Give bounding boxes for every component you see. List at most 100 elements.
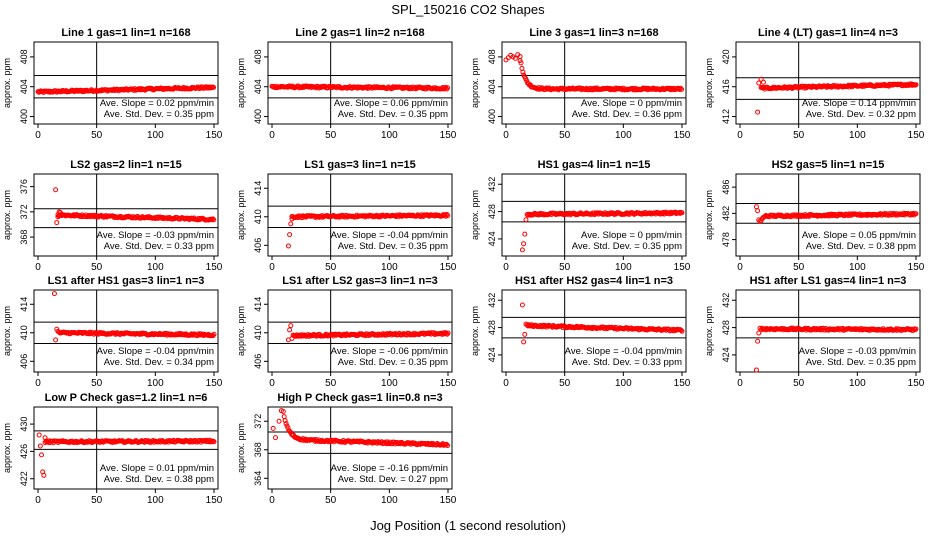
slope-annotation: Ave. Slope = 0.02 ppm/min xyxy=(100,98,214,109)
x-tick-label: 150 xyxy=(674,130,691,141)
data-point xyxy=(53,187,59,193)
data-point xyxy=(37,443,43,449)
y-tick-label: 430 xyxy=(19,417,29,432)
y-tick-label: 414 xyxy=(253,297,263,312)
data-point xyxy=(445,212,451,218)
std-annotation: Ave. Std. Dev. = 0.35 ppm xyxy=(338,109,448,120)
panel-4: Line 4 (LT) gas=1 lin=4 n=3 approx. ppm 41… xyxy=(704,27,925,141)
y-tick-label: 416 xyxy=(721,79,731,94)
data-point xyxy=(512,55,518,61)
x-tick-label: 50 xyxy=(325,130,337,141)
y-tick-label: 426 xyxy=(19,444,29,459)
data-point xyxy=(913,211,919,217)
x-tick-label: 0 xyxy=(503,378,509,389)
std-annotation: Ave. Std. Dev. = 0.32 ppm xyxy=(806,109,916,120)
y-tick-label: 428 xyxy=(487,320,497,335)
y-tick-label: 404 xyxy=(253,79,263,94)
data-point xyxy=(444,331,450,337)
std-annotation: Ave. Std. Dev. = 0.33 ppm xyxy=(104,241,214,252)
x-tick-label: 150 xyxy=(908,262,925,273)
panel-13: Low P Check gas=1.2 lin=1 n=6 approx. ppm… xyxy=(2,392,223,506)
data-point xyxy=(288,221,294,227)
data-points xyxy=(519,302,685,345)
x-tick-label: 100 xyxy=(849,262,866,273)
x-tick-label: 100 xyxy=(147,262,164,273)
slope-annotation: Ave. Slope = 0 ppm/min xyxy=(581,98,682,109)
y-tick-label: 410 xyxy=(19,325,29,340)
panel-3: Line 3 gas=1 lin=3 n=168 approx. ppm 400 40… xyxy=(470,27,691,141)
x-tick-label: 0 xyxy=(737,262,743,273)
y-tick-label: 422 xyxy=(19,471,29,486)
data-point xyxy=(42,435,48,441)
x-tick-label: 50 xyxy=(325,495,337,506)
plot-frame xyxy=(735,289,921,373)
data-point xyxy=(36,432,42,438)
x-tick-label: 100 xyxy=(615,262,632,273)
panel-title: LS2 gas=2 lin=1 n=15 xyxy=(70,159,182,171)
panel-title: High P Check gas=1 lin=0.8 n=3 xyxy=(277,392,442,404)
x-tick-label: 100 xyxy=(147,378,164,389)
y-tick-label: 410 xyxy=(253,209,263,224)
data-point xyxy=(756,80,762,86)
y-tick-label: 406 xyxy=(253,354,263,369)
y-tick-label: 404 xyxy=(19,79,29,94)
x-tick-label: 100 xyxy=(849,378,866,389)
y-tick-label: 410 xyxy=(253,325,263,340)
data-point xyxy=(41,472,47,478)
x-tick-label: 50 xyxy=(325,378,337,389)
data-point xyxy=(758,76,764,82)
data-point xyxy=(270,425,276,431)
panel-title: Line 4 (LT) gas=1 lin=4 n=3 xyxy=(758,27,898,39)
y-tick-label: 372 xyxy=(19,204,29,219)
data-point xyxy=(285,425,291,431)
x-tick-label: 100 xyxy=(381,262,398,273)
y-tick-label: 432 xyxy=(721,293,731,308)
std-annotation: Ave. Std. Dev. = 0.35 ppm xyxy=(572,241,682,252)
panel-6: LS1 gas=3 lin=1 n=15 approx. ppm 406 410 414… xyxy=(236,159,457,273)
panel-title: Line 2 gas=1 lin=2 n=168 xyxy=(295,27,424,39)
x-tick-label: 100 xyxy=(615,130,632,141)
data-point xyxy=(289,216,295,222)
data-points xyxy=(285,212,451,249)
data-points xyxy=(753,204,919,224)
data-point xyxy=(522,331,528,337)
x-tick-label: 100 xyxy=(381,130,398,141)
x-tick-label: 100 xyxy=(147,495,164,506)
page-title: SPL_150216 CO2 Shapes xyxy=(391,2,545,17)
x-tick-label: 50 xyxy=(793,378,805,389)
data-point xyxy=(679,86,685,92)
panel-title: LS1 gas=3 lin=1 n=15 xyxy=(304,159,416,171)
data-point xyxy=(53,337,59,343)
data-point xyxy=(519,247,525,253)
y-tick-label: 408 xyxy=(487,49,497,64)
slope-annotation: Ave. Slope = -0.04 ppm/min xyxy=(331,230,448,241)
data-point xyxy=(147,85,153,91)
panel-title: HS2 gas=5 lin=1 n=15 xyxy=(772,159,885,171)
slope-annotation: Ave. Slope = -0.03 ppm/min xyxy=(97,230,214,241)
y-tick-label: 368 xyxy=(253,442,263,457)
std-annotation: Ave. Std. Dev. = 0.34 ppm xyxy=(104,357,214,368)
y-axis-label: approx. ppm xyxy=(236,423,246,473)
slope-annotation: Ave. Slope = -0.04 ppm/min xyxy=(97,346,214,357)
plot-frame xyxy=(735,173,921,257)
y-tick-label: 478 xyxy=(721,232,731,247)
x-axis-title: Jog Position (1 second resolution) xyxy=(370,518,566,533)
y-tick-label: 420 xyxy=(721,49,731,64)
plot-frame xyxy=(501,173,687,257)
y-axis-label: approx. ppm xyxy=(236,190,246,240)
plot-frame xyxy=(501,41,687,125)
y-tick-label: 400 xyxy=(487,109,497,124)
data-points xyxy=(270,408,451,449)
y-tick-label: 400 xyxy=(253,109,263,124)
data-point xyxy=(445,330,451,336)
slope-annotation: Ave. Slope = -0.04 ppm/min xyxy=(565,346,682,357)
plot-frame xyxy=(267,289,453,373)
slope-annotation: Ave. Slope = 0.14 ppm/min xyxy=(802,98,916,109)
data-point xyxy=(211,439,217,445)
panel-5: LS2 gas=2 lin=1 n=15 approx. ppm 368 372 376… xyxy=(2,159,223,273)
data-point xyxy=(283,421,289,427)
data-point xyxy=(55,328,61,334)
panel-title: HS1 gas=4 lin=1 n=15 xyxy=(538,159,651,171)
y-axis-label: approx. ppm xyxy=(2,306,12,356)
data-points xyxy=(269,83,451,92)
